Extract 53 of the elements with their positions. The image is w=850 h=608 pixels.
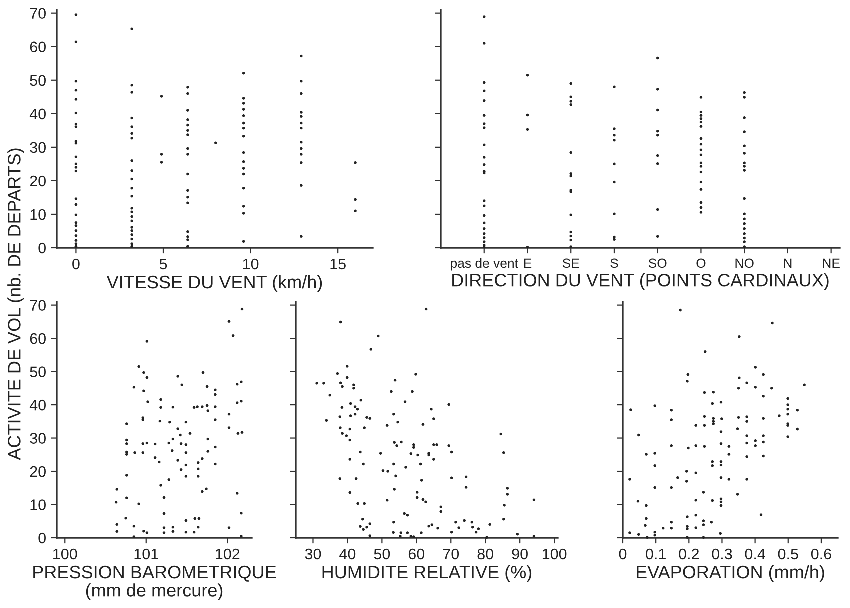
- y-tick-label: 70: [30, 300, 46, 312]
- y-tick-label: 0: [38, 532, 46, 544]
- x-tick-label: 90: [512, 548, 528, 560]
- x-axis-title: PRESSION BAROMETRIQUE (mm de mercure): [34, 566, 276, 600]
- x-tick-label: 0: [619, 548, 627, 560]
- x-tick-label: 0.1: [646, 548, 666, 560]
- x-tick-label: 70: [443, 548, 460, 560]
- y-tick-label: 50: [30, 366, 46, 378]
- y-tick-label: 40: [30, 108, 46, 120]
- x-tick-label: 101: [134, 548, 158, 560]
- x-tick-label: 0.2: [679, 548, 700, 560]
- y-axis-title: ACTIVITE DE VOL (nb. DE DEPARTS): [8, 148, 24, 460]
- y-tick-label: 20: [30, 176, 46, 187]
- x-tick-label: NO: [736, 258, 754, 268]
- x-tick-label: O: [696, 258, 706, 268]
- x-tick-label: 0.6: [811, 548, 832, 560]
- y-tick-label: 20: [30, 466, 46, 478]
- x-tick-label: 60: [408, 548, 425, 560]
- x-tick-label: NE: [823, 258, 840, 268]
- y-tick-label: 30: [30, 142, 46, 154]
- x-tick-label: S: [610, 258, 618, 268]
- x-tick-label: SE: [562, 258, 580, 268]
- y-tick-label: 40: [30, 400, 46, 411]
- x-tick-label: 0.4: [745, 548, 766, 560]
- x-tick-label: pas de vent: [451, 258, 518, 271]
- x-tick-label: E: [524, 258, 532, 268]
- y-tick-label: 70: [30, 8, 46, 20]
- x-tick-label: 0: [72, 258, 80, 270]
- x-tick-label: 100: [542, 548, 567, 560]
- x-tick-label: 10: [243, 258, 259, 270]
- y-tick-label: 60: [30, 333, 46, 344]
- x-tick-label: 15: [330, 258, 346, 270]
- x-axis-title: HUMIDITE RELATIVE (%): [322, 565, 532, 582]
- x-tick-label: 102: [216, 548, 240, 560]
- x-tick-label: 80: [478, 548, 494, 560]
- x-axis-title: VITESSE DU VENT (km/h): [106, 275, 322, 292]
- x-tick-label: 0.3: [712, 548, 732, 560]
- x-tick-label: 40: [340, 548, 356, 560]
- x-tick-label: 50: [374, 548, 390, 560]
- y-tick-label: 0: [38, 242, 46, 254]
- x-tick-label: 100: [54, 548, 78, 560]
- x-tick-label: 5: [160, 258, 168, 270]
- x-tick-label: 0.5: [778, 548, 798, 560]
- y-tick-label: 30: [30, 433, 46, 444]
- x-axis-title: DIRECTION DU VENT (POINTS CARDINAUX): [452, 273, 829, 290]
- y-tick-label: 50: [30, 75, 46, 86]
- x-axis-title: EVAPORATION (mm/h): [637, 565, 824, 582]
- x-tick-label: N: [784, 258, 792, 268]
- x-tick-label: 30: [305, 548, 322, 560]
- x-tick-label: SO: [648, 258, 667, 268]
- y-tick-label: 60: [30, 42, 46, 53]
- y-tick-label: 10: [30, 209, 46, 220]
- y-tick-label: 10: [30, 500, 46, 510]
